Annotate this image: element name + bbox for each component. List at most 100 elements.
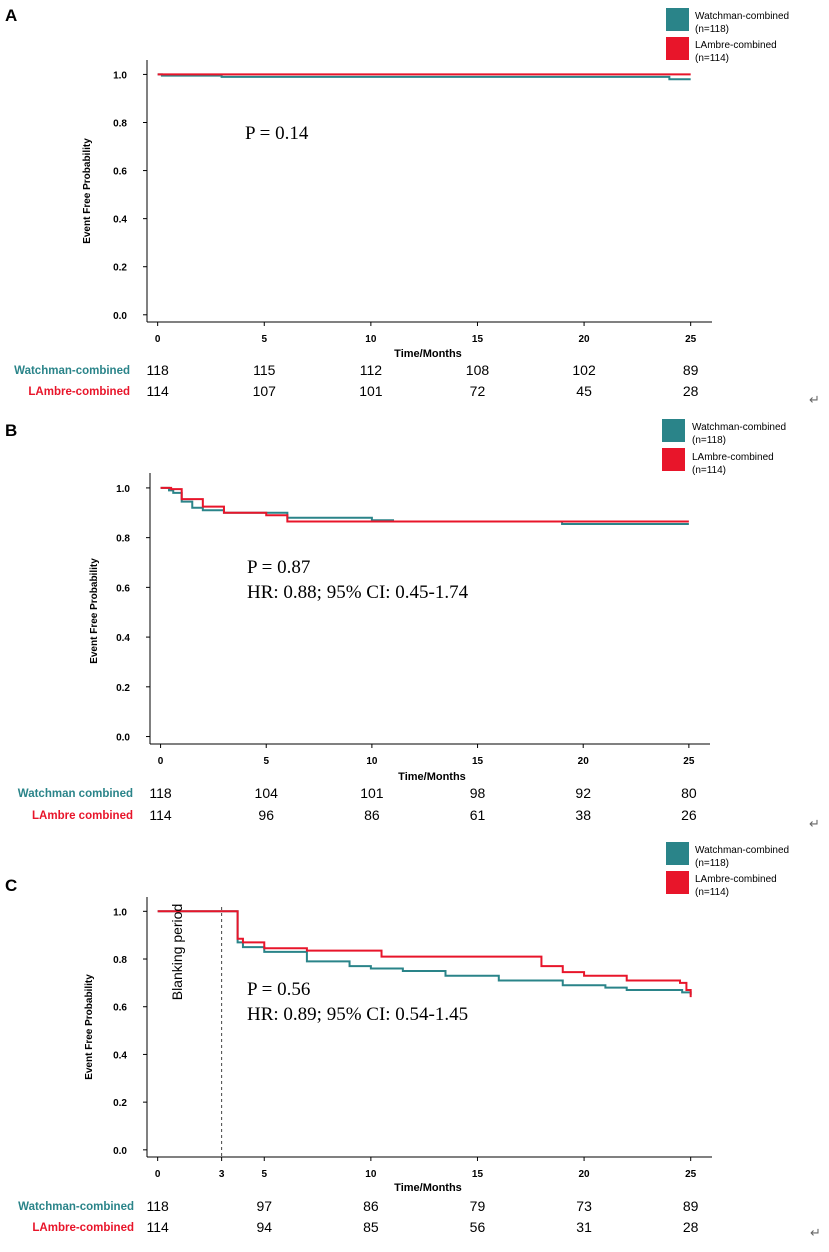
- plot-area: 0.0 0.2 0.4 0.6 0.8 1.0 0 5 10 15 20 25: [116, 473, 710, 767]
- blanking-period-label: Blanking period: [169, 904, 185, 1001]
- km-curve-lambre: [157, 910, 692, 998]
- legend-label-watchman: Watchman-combined: [695, 11, 789, 22]
- risk-count: 85: [363, 1219, 379, 1235]
- km-curves: [160, 486, 689, 525]
- km-curve-watchman: [157, 910, 692, 995]
- y-tick-label: 0.0: [113, 311, 127, 322]
- p-value: P = 0.87: [247, 557, 310, 578]
- x-tick-label: 25: [685, 334, 697, 345]
- hazard-ratio: HR: 0.89; 95% CI: 0.54-1.45: [247, 1004, 468, 1025]
- legend-n-watchman: (n=118): [695, 858, 729, 869]
- x-ticks: 0 5 10 15 20 25: [155, 322, 697, 345]
- x-tick-label: 10: [365, 1169, 377, 1180]
- x-tick-label: 25: [685, 1169, 697, 1180]
- x-ticks: 0 3 5 10 15 20 25: [155, 1157, 697, 1180]
- risk-label-lambre: LAmbre-combined: [32, 1222, 134, 1234]
- legend-n-lambre: (n=114): [695, 887, 729, 898]
- risk-label-watchman: Watchman combined: [18, 788, 133, 800]
- y-tick-label: 0.4: [113, 1050, 127, 1061]
- panel-b-svg: B Watchman-combined (n=118) LAmbre-combi…: [5, 419, 820, 831]
- risk-count: 94: [256, 1219, 272, 1235]
- x-tick-label: 3: [219, 1169, 225, 1180]
- risk-count: 118: [146, 362, 169, 378]
- p-value: P = 0.14: [245, 123, 309, 144]
- legend-n-lambre: (n=114): [692, 465, 726, 476]
- risk-count: 114: [146, 1219, 169, 1235]
- risk-label-lambre: LAmbre combined: [32, 810, 133, 822]
- y-tick-label: 0.6: [116, 583, 130, 594]
- y-tick-label: 1.0: [116, 484, 130, 495]
- risk-row-watchman: 118 97 86 79 73 89: [146, 1198, 698, 1214]
- risk-count: 56: [470, 1219, 486, 1235]
- risk-count: 114: [149, 807, 172, 823]
- risk-label-watchman: Watchman-combined: [14, 365, 130, 377]
- return-mark-icon: ↵: [810, 1225, 821, 1240]
- legend-swatch-watchman: [666, 8, 689, 31]
- risk-row-watchman: 118 104 101 98 92 80: [149, 785, 696, 801]
- panel-b: B Watchman-combined (n=118) LAmbre-combi…: [0, 415, 829, 835]
- legend-label-lambre: LAmbre-combined: [692, 452, 774, 463]
- panel-c-svg: C Watchman-combined (n=118) LAmbre-combi…: [5, 842, 821, 1240]
- y-tick-label: 1.0: [113, 907, 127, 918]
- y-tick-label: 0.4: [116, 633, 130, 644]
- y-tick-label: 0.6: [113, 1003, 127, 1014]
- legend-n-watchman: (n=118): [695, 24, 729, 35]
- risk-count: 45: [576, 383, 592, 399]
- x-tick-label: 15: [472, 756, 484, 767]
- legend-n-lambre: (n=114): [695, 53, 729, 64]
- p-value: P = 0.56: [247, 979, 310, 1000]
- x-tick-label: 0: [155, 1169, 161, 1180]
- x-tick-label: 0: [155, 334, 161, 345]
- panel-c: C Watchman-combined (n=118) LAmbre-combi…: [0, 835, 829, 1247]
- x-tick-label: 0: [158, 756, 164, 767]
- y-tick-label: 1.0: [113, 70, 127, 81]
- plot-area: 0.0 0.2 0.4 0.6 0.8 1.0 0 5 10 15 20 25: [113, 60, 712, 345]
- risk-count: 98: [470, 785, 486, 801]
- x-tick-label: 15: [472, 334, 484, 345]
- legend-n-watchman: (n=118): [692, 435, 726, 446]
- risk-row-watchman: 118 115 112 108 102 89: [146, 362, 698, 378]
- risk-label-lambre: LAmbre-combined: [28, 386, 130, 398]
- risk-count: 28: [683, 1219, 699, 1235]
- x-tick-label: 20: [579, 334, 591, 345]
- y-tick-label: 0.0: [113, 1146, 127, 1157]
- legend-swatch-watchman: [662, 419, 685, 442]
- legend-swatch-lambre: [666, 871, 689, 894]
- risk-table: Watchman-combined LAmbre-combined 118 115…: [14, 362, 699, 399]
- x-tick-label: 5: [261, 334, 267, 345]
- km-curves: [157, 73, 691, 81]
- x-axis-label: Time/Months: [398, 771, 466, 783]
- risk-count: 92: [575, 785, 591, 801]
- legend: Watchman-combined (n=118) LAmbre-combine…: [666, 842, 789, 898]
- risk-count: 86: [364, 807, 380, 823]
- x-axis-label: Time/Months: [394, 1182, 462, 1194]
- y-ticks: 0.0 0.2 0.4 0.6 0.8 1.0: [113, 70, 147, 322]
- risk-count: 38: [575, 807, 591, 823]
- risk-count: 96: [258, 807, 274, 823]
- y-tick-label: 0.2: [116, 683, 130, 694]
- x-tick-label: 20: [579, 1169, 591, 1180]
- y-tick-label: 0.2: [113, 1098, 127, 1109]
- risk-count: 89: [683, 1198, 699, 1214]
- risk-row-lambre: 114 94 85 56 31 28: [146, 1219, 698, 1235]
- risk-count: 86: [363, 1198, 379, 1214]
- x-tick-label: 10: [365, 334, 377, 345]
- risk-count: 115: [253, 362, 276, 378]
- risk-count: 102: [572, 362, 596, 378]
- legend-label-watchman: Watchman-combined: [695, 845, 789, 856]
- km-curve-watchman: [160, 486, 689, 525]
- risk-label-watchman: Watchman-combined: [18, 1201, 134, 1213]
- risk-count: 101: [359, 383, 383, 399]
- risk-count: 107: [253, 383, 277, 399]
- legend: Watchman-combined (n=118) LAmbre-combine…: [666, 8, 789, 64]
- legend-label-lambre: LAmbre-combined: [695, 874, 777, 885]
- x-tick-label: 5: [261, 1169, 267, 1180]
- y-ticks: 0.0 0.2 0.4 0.6 0.8 1.0: [113, 907, 147, 1157]
- panel-a: A Watchman-combined (n=118) LAmbre-combi…: [0, 0, 829, 415]
- risk-count: 79: [470, 1198, 486, 1214]
- plot-area: 0.0 0.2 0.4 0.6 0.8 1.0 0 3 5 10 15 20 25: [113, 897, 712, 1180]
- km-curves: [157, 910, 692, 998]
- y-tick-label: 0.8: [113, 118, 127, 129]
- y-tick-label: 0.2: [113, 263, 127, 274]
- x-tick-label: 15: [472, 1169, 484, 1180]
